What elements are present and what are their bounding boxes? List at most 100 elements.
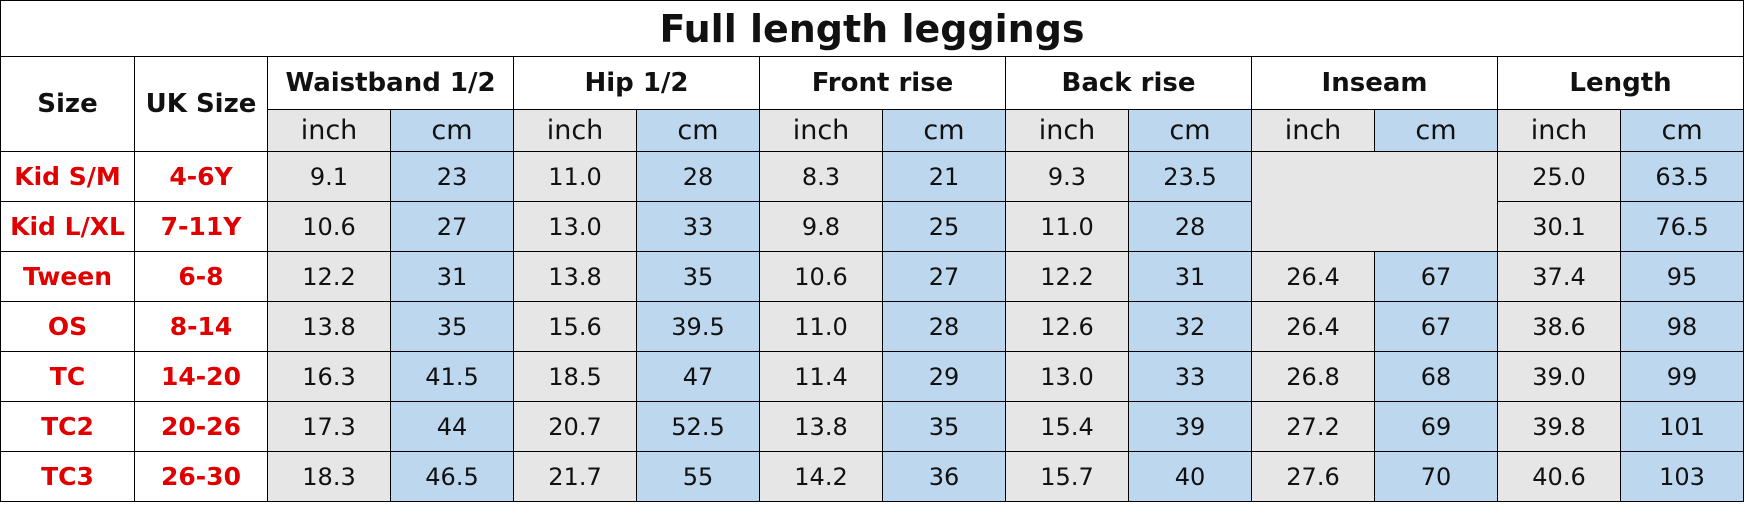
value-cell: 35 xyxy=(636,251,760,302)
value-cell: 68 xyxy=(1374,351,1498,402)
size-cell: TC2 xyxy=(0,401,135,452)
value-cell: 27.2 xyxy=(1251,401,1375,452)
value-cell: 40 xyxy=(1128,451,1252,502)
value-cell: 13.0 xyxy=(513,201,637,252)
value-cell: 17.3 xyxy=(267,401,391,452)
value-cell: 55 xyxy=(636,451,760,502)
value-cell: 33 xyxy=(1128,351,1252,402)
value-cell: 23.5 xyxy=(1128,151,1252,202)
value-cell: 15.6 xyxy=(513,301,637,352)
group-header: Front rise xyxy=(759,56,1006,110)
table-row: TC2 20-26 17.3 44 20.7 52.5 13.8 35 15.4 39 27.2 69… xyxy=(0,401,1745,452)
size-cell: TC3 xyxy=(0,451,135,502)
value-cell: 36 xyxy=(882,451,1006,502)
value-cell: 103 xyxy=(1619,451,1745,502)
value-cell: 28 xyxy=(882,301,1006,352)
value-cell: 27.6 xyxy=(1251,451,1375,502)
value-cell: 69 xyxy=(1374,401,1498,452)
size-chart: Full length leggings Size UK Size Waistband… xyxy=(0,0,1745,502)
value-cell: 12.6 xyxy=(1005,301,1129,352)
value-cell: 70 xyxy=(1374,451,1498,502)
unit-header: cm xyxy=(882,109,1006,152)
value-cell: 32 xyxy=(1128,301,1252,352)
value-cell: 99 xyxy=(1619,351,1745,402)
value-cell: 18.3 xyxy=(267,451,391,502)
size-cell: Kid S/M xyxy=(0,151,135,202)
uk-size-cell: 14-20 xyxy=(134,351,268,402)
uk-size-cell: 20-26 xyxy=(134,401,268,452)
value-cell: 11.0 xyxy=(1005,201,1129,252)
value-cell: 29 xyxy=(882,351,1006,402)
value-cell: 18.5 xyxy=(513,351,637,402)
value-cell: 16.3 xyxy=(267,351,391,402)
value-cell: 25.0 xyxy=(1497,151,1621,202)
table-row: Kid S/M 4-6Y 9.1 23 11.0 28 8.3 21 9.3 23.5 25.0 63… xyxy=(0,151,1745,252)
size-cell: OS xyxy=(0,301,135,352)
value-cell: 47 xyxy=(636,351,760,402)
unit-header: cm xyxy=(390,109,514,152)
unit-header: inch xyxy=(267,109,391,152)
value-cell: 37.4 xyxy=(1497,251,1621,302)
value-cell: 9.1 xyxy=(267,151,391,202)
value-cell: 10.6 xyxy=(267,201,391,252)
value-cell: 98 xyxy=(1619,301,1745,352)
unit-header: cm xyxy=(1128,109,1252,152)
value-cell: 67 xyxy=(1374,251,1498,302)
header-cell: UK Size xyxy=(134,56,268,152)
value-cell: 46.5 xyxy=(390,451,514,502)
value-cell: 44 xyxy=(390,401,514,452)
unit-header: cm xyxy=(1619,109,1745,152)
unit-header: cm xyxy=(1374,109,1498,152)
value-cell: 76.5 xyxy=(1619,201,1745,252)
value-cell: 39.8 xyxy=(1497,401,1621,452)
value-cell: 63.5 xyxy=(1619,151,1745,202)
value-cell: 28 xyxy=(636,151,760,202)
value-cell: 21.7 xyxy=(513,451,637,502)
value-cell: 35 xyxy=(390,301,514,352)
uk-size-cell: 7-11Y xyxy=(134,201,268,252)
unit-header: inch xyxy=(1005,109,1129,152)
value-cell: 41.5 xyxy=(390,351,514,402)
value-cell: 39.0 xyxy=(1497,351,1621,402)
table-row: Full length leggings xyxy=(0,0,1745,57)
value-cell: 38.6 xyxy=(1497,301,1621,352)
value-cell: 40.6 xyxy=(1497,451,1621,502)
value-cell: 10.6 xyxy=(759,251,883,302)
unit-header: inch xyxy=(1251,109,1375,152)
table-row: Kid L/XL 7-11Y 10.6 27 13.0 33 9.8 25 11.0 28 30.1… xyxy=(0,201,1745,252)
value-cell: 28 xyxy=(1128,201,1252,252)
value-cell: 30.1 xyxy=(1497,201,1621,252)
value-cell: 27 xyxy=(882,251,1006,302)
uk-size-cell: 8-14 xyxy=(134,301,268,352)
value-cell: 101 xyxy=(1619,401,1745,452)
value-cell: 13.0 xyxy=(1005,351,1129,402)
group-header: Hip 1/2 xyxy=(513,56,760,110)
value-cell: 11.0 xyxy=(759,301,883,352)
header-cell: Size xyxy=(0,56,135,152)
value-cell: 26.8 xyxy=(1251,351,1375,402)
value-cell: 39.5 xyxy=(636,301,760,352)
table-row: Tween 6-8 12.2 31 13.8 35 10.6 27 12.2 31 26.4 67 37… xyxy=(0,251,1745,302)
size-cell: Kid L/XL xyxy=(0,201,135,252)
value-cell: 15.4 xyxy=(1005,401,1129,452)
value-cell: 21 xyxy=(882,151,1006,202)
table-title: Full length leggings xyxy=(0,0,1745,57)
value-cell: 26.4 xyxy=(1251,301,1375,352)
uk-size-cell: 4-6Y xyxy=(134,151,268,202)
table-row: TC3 26-30 18.3 46.5 21.7 55 14.2 36 15.7 40 27.6 70… xyxy=(0,451,1745,502)
value-cell: 25 xyxy=(882,201,1006,252)
table-row: OS 8-14 13.8 35 15.6 39.5 11.0 28 12.6 32 26.4 67 38… xyxy=(0,301,1745,352)
unit-header: inch xyxy=(513,109,637,152)
size-cell: TC xyxy=(0,351,135,402)
value-cell: 9.3 xyxy=(1005,151,1129,202)
value-cell: 11.4 xyxy=(759,351,883,402)
table-row: inch cm inch cm inch cm inch cm inch cm inch cm xyxy=(1,109,1745,152)
uk-size-cell: 6-8 xyxy=(134,251,268,302)
value-cell: 23 xyxy=(390,151,514,202)
group-header: Waistband 1/2 xyxy=(267,56,514,110)
group-header: Back rise xyxy=(1005,56,1252,110)
value-cell: 13.8 xyxy=(267,301,391,352)
value-cell: 95 xyxy=(1619,251,1745,302)
value-cell: 31 xyxy=(390,251,514,302)
